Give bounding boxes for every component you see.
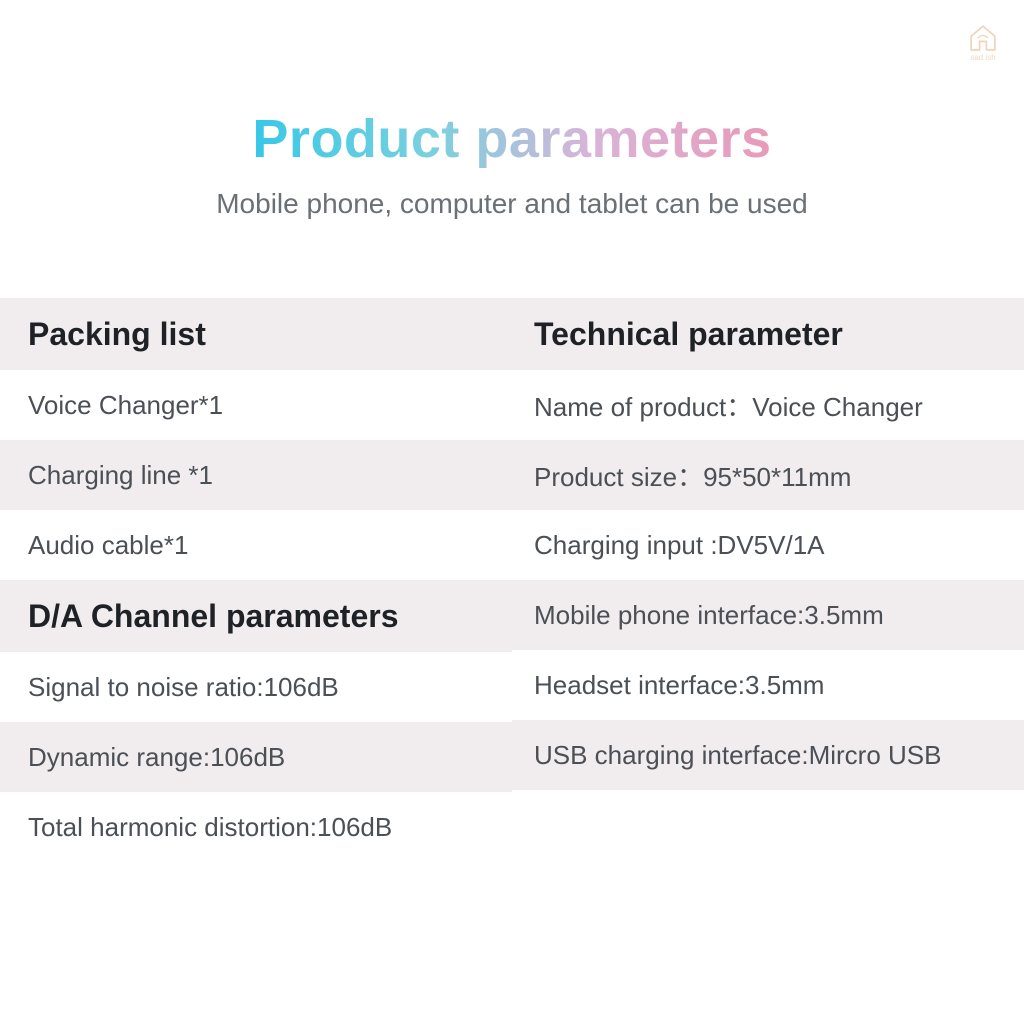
- section-header-da-channel: D/A Channel parameters: [0, 580, 512, 652]
- section-header-technical: Technical parameter: [512, 298, 1024, 370]
- table-row: Voice Changer*1: [0, 370, 512, 440]
- table-row: Charging input :DV5V/1A: [512, 510, 1024, 580]
- table-row: Charging line *1: [0, 440, 512, 510]
- table-row: Total harmonic distortion:106dB: [0, 792, 512, 862]
- house-icon: [966, 21, 1000, 55]
- table-row: Audio cable*1: [0, 510, 512, 580]
- left-column: Packing list Voice Changer*1 Charging li…: [0, 298, 512, 862]
- table-row: Product size：95*50*11mm: [512, 440, 1024, 510]
- table-row: Signal to noise ratio:106dB: [0, 652, 512, 722]
- table-row: Dynamic range:106dB: [0, 722, 512, 792]
- table-row: Headset interface:3.5mm: [512, 650, 1024, 720]
- page-subtitle: Mobile phone, computer and tablet can be…: [0, 188, 1024, 220]
- table-row: Name of product：Voice Changer: [512, 370, 1024, 440]
- table-row: USB charging interface:Mircro USB: [512, 720, 1024, 790]
- watermark-logo: sad ish: [960, 18, 1006, 64]
- table-row: Mobile phone interface:3.5mm: [512, 580, 1024, 650]
- page-title: Product parameters: [252, 108, 771, 170]
- header-block: Product parameters Mobile phone, compute…: [0, 0, 1024, 220]
- right-column: Technical parameter Name of product：Voic…: [512, 298, 1024, 862]
- section-header-packing-list: Packing list: [0, 298, 512, 370]
- watermark-text: sad ish: [970, 53, 995, 62]
- spec-table: Packing list Voice Changer*1 Charging li…: [0, 298, 1024, 862]
- table-row: [512, 790, 1024, 860]
